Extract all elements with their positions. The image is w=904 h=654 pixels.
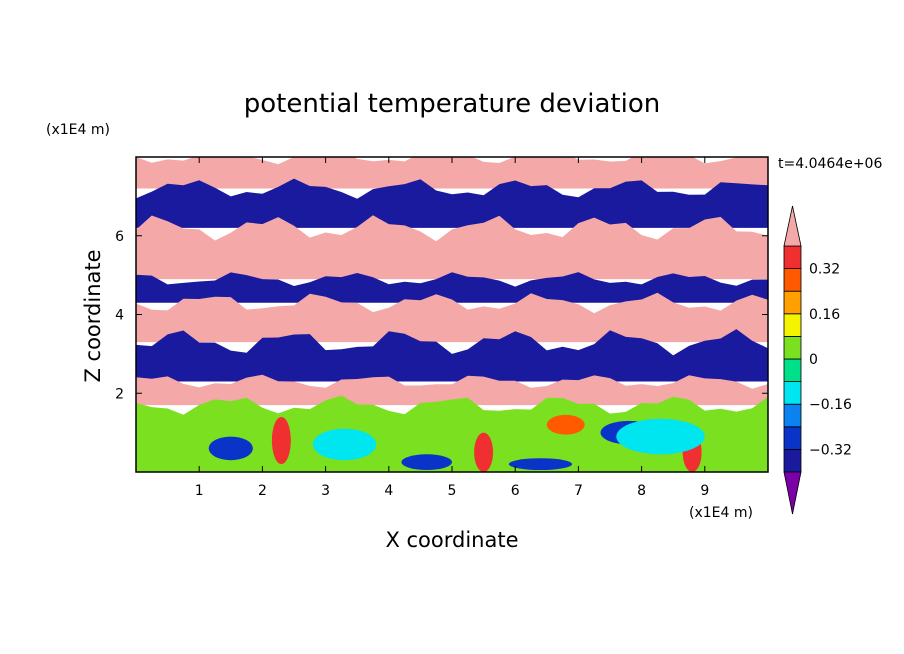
y-tick-label: 2 bbox=[115, 386, 124, 402]
x-tick-label: 1 bbox=[195, 483, 204, 499]
colorbar: 0.32 0.16 0 −0.16 −0.32 bbox=[783, 205, 852, 515]
x-axis-title: X coordinate bbox=[385, 528, 518, 552]
field-band bbox=[136, 178, 768, 228]
x-tick-label: 5 bbox=[448, 483, 457, 499]
field-band bbox=[136, 329, 768, 382]
x-axis: 1 2 3 4 5 6 7 8 9 bbox=[195, 157, 709, 499]
colorbar-segment bbox=[783, 290, 802, 315]
field-blob bbox=[208, 436, 253, 461]
x-tick-label: 7 bbox=[574, 483, 583, 499]
colorbar-segment bbox=[783, 426, 802, 450]
x-tick-label: 6 bbox=[511, 483, 520, 499]
x-tick-label: 4 bbox=[384, 483, 393, 499]
colorbar-segment bbox=[783, 313, 802, 337]
plot-area bbox=[136, 157, 768, 472]
field-blob bbox=[546, 414, 585, 435]
colorbar-label: 0.16 bbox=[809, 307, 840, 323]
field-blob bbox=[312, 428, 377, 461]
field-band bbox=[136, 374, 768, 406]
field-blob bbox=[616, 418, 705, 455]
colorbar-label: 0.32 bbox=[809, 262, 840, 278]
y-axis-title: Z coordinate bbox=[81, 249, 105, 382]
x-tick-label: 3 bbox=[321, 483, 330, 499]
colorbar-segment bbox=[783, 381, 802, 405]
colorbar-max-extension bbox=[783, 205, 802, 247]
field-band bbox=[136, 157, 768, 189]
colorbar-segment bbox=[783, 358, 802, 383]
field-blob bbox=[401, 454, 452, 471]
y-axis: 2 4 6 bbox=[115, 229, 768, 402]
field-blob bbox=[508, 458, 573, 471]
colorbar-segment bbox=[783, 403, 802, 428]
colorbar-label: 0 bbox=[809, 352, 818, 368]
colorbar-segment bbox=[783, 448, 802, 473]
colorbar-min-extension bbox=[783, 471, 802, 515]
x-tick-label: 2 bbox=[258, 483, 267, 499]
chart-title: potential temperature deviation bbox=[244, 89, 660, 119]
x-tick-label: 9 bbox=[700, 483, 709, 499]
field-band bbox=[136, 292, 768, 343]
colorbar-segment bbox=[783, 335, 802, 360]
x-tick-label: 8 bbox=[637, 483, 646, 499]
field-band bbox=[136, 272, 768, 303]
field-band bbox=[136, 215, 768, 280]
colorbar-label: −0.16 bbox=[809, 397, 852, 413]
field-band bbox=[136, 395, 768, 472]
colorbar-segment bbox=[783, 268, 802, 292]
y-tick-label: 6 bbox=[115, 229, 124, 245]
colorbar-segment bbox=[783, 245, 802, 270]
colorbar-label: −0.32 bbox=[809, 442, 852, 458]
field-blob bbox=[271, 416, 291, 465]
time-label: t=4.0464e+06 bbox=[778, 156, 882, 172]
field-blob bbox=[474, 432, 494, 472]
y-unit-label: (x1E4 m) bbox=[46, 122, 110, 138]
x-unit-label: (x1E4 m) bbox=[689, 505, 753, 521]
y-tick-label: 4 bbox=[115, 308, 124, 324]
